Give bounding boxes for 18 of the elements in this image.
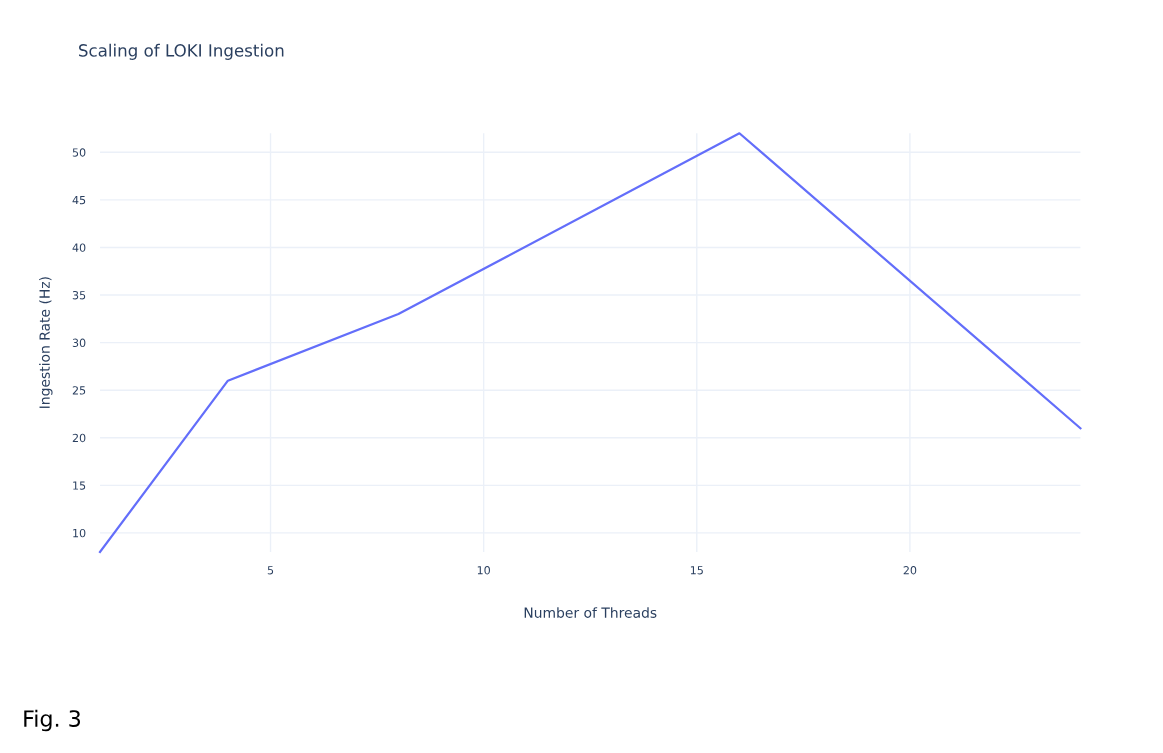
y-tick-label: 10 [73,528,86,538]
y-tick-label: 45 [72,196,86,205]
y-tick-label: 15 [73,481,86,490]
y-axis-title: Ingestion Rate (Hz) [39,277,53,408]
y-tick-label: 30 [72,338,86,347]
x-tick-label: 10 [477,566,490,575]
y-tick-label: 40 [72,243,86,252]
chart-title: Scaling of LOKI Ingestion [79,43,284,60]
y-tick-label: 25 [72,386,86,395]
x-tick-label: 5 [267,566,274,575]
caption: Fig. 3 [24,709,81,732]
x-tick-label: 20 [903,566,917,575]
x-tick-label: 15 [690,566,703,575]
line-series [98,132,1082,554]
y-tick-label: 35 [72,291,86,300]
x-axis-title: Number of Threads [524,607,657,618]
y-tick-label: 50 [72,148,86,157]
y-tick-label: 20 [72,433,86,443]
